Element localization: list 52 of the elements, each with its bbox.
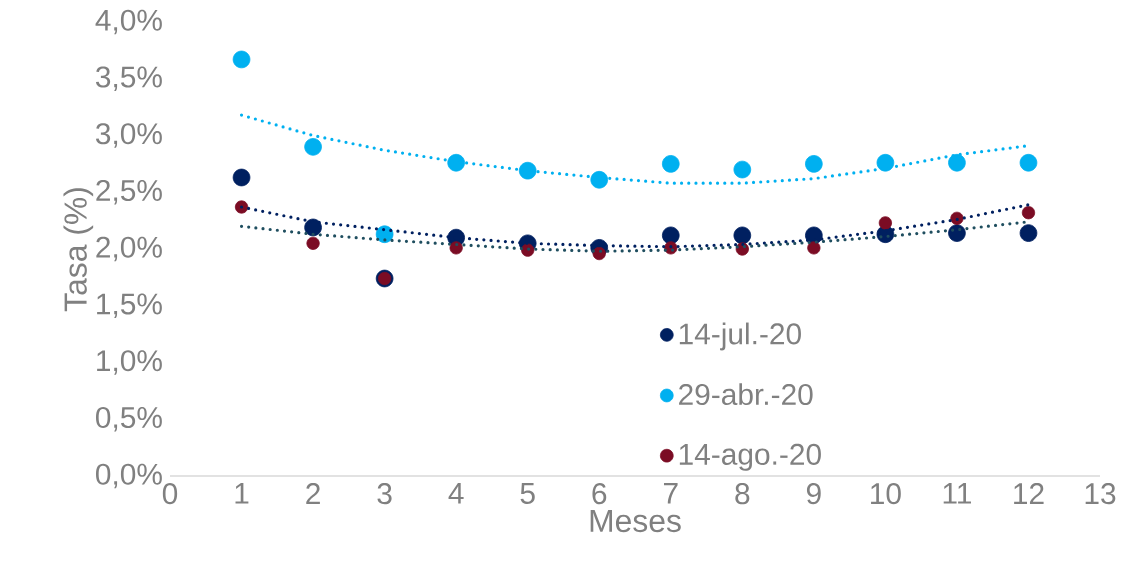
x-tick-label: 3 <box>377 483 392 505</box>
x-tick-label: 5 <box>520 483 535 504</box>
y-tick-label: 0,5% <box>95 406 162 432</box>
y-tick-label: 2,0% <box>96 236 162 262</box>
point <box>876 153 895 172</box>
y-tick-label: 2,5% <box>96 179 162 205</box>
point <box>661 226 680 245</box>
y-tick-label: 0,0% <box>95 463 162 489</box>
y-tick-label: 1,5% <box>97 293 162 319</box>
point <box>304 218 322 237</box>
legend-label: 14-ago.-20 <box>679 443 821 471</box>
x-tick-label: 4 <box>448 483 464 504</box>
point <box>948 224 966 242</box>
point <box>304 138 322 156</box>
point <box>306 236 320 250</box>
x-tick-label: 6 <box>592 483 607 505</box>
x-axis-title: Meses <box>590 509 681 533</box>
x-tick-label: 7 <box>664 483 678 504</box>
point <box>950 211 964 225</box>
legend-label: 14-jul.-20 <box>679 322 801 351</box>
point <box>805 155 823 173</box>
point <box>590 170 609 189</box>
point <box>878 216 892 230</box>
point <box>449 241 463 255</box>
point <box>232 168 251 187</box>
y-tick-label: 3,0% <box>95 123 162 148</box>
point <box>518 161 537 180</box>
point <box>661 155 680 173</box>
y-axis-title: Tasa (%) <box>63 188 94 312</box>
y-tick-label: 3,5% <box>95 66 162 92</box>
point <box>447 153 465 172</box>
x-tick-label: 9 <box>806 483 821 505</box>
point <box>592 246 606 261</box>
x-tick-label: 0 <box>162 483 178 505</box>
point <box>1021 206 1036 220</box>
point <box>948 153 966 172</box>
x-tick-label: 12 <box>1014 483 1044 504</box>
point <box>232 50 251 69</box>
y-tick-label: 4,0% <box>95 9 162 35</box>
x-tick-label: 2 <box>306 483 320 504</box>
point <box>1019 153 1038 172</box>
point <box>807 241 821 255</box>
legend-label: 29-abr.-20 <box>679 383 813 406</box>
x-tick-label: 8 <box>735 483 750 505</box>
x-tick-label: 1 <box>235 483 249 504</box>
y-tick-label: 1,0% <box>97 350 162 375</box>
x-tick-label: 11 <box>943 483 971 504</box>
point <box>1019 224 1038 242</box>
x-tick-label: 13 <box>1085 483 1116 505</box>
point <box>733 160 752 179</box>
point <box>733 226 752 245</box>
x-tick-label: 10 <box>871 483 901 505</box>
